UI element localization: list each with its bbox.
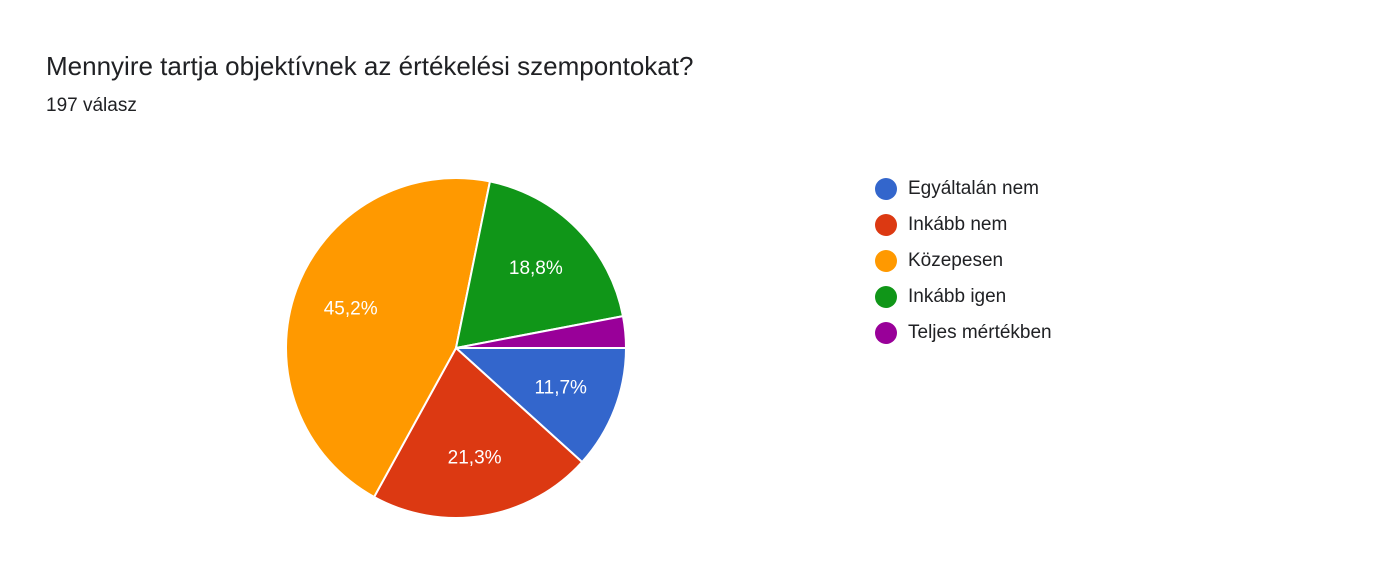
slice-label: 18,8% bbox=[509, 258, 563, 279]
pie-slice bbox=[454, 180, 625, 350]
chart-title: Mennyire tartja objektívnek az értékelés… bbox=[46, 51, 693, 81]
legend-swatch bbox=[875, 286, 897, 308]
legend-label: Egyáltalán nem bbox=[908, 178, 1039, 199]
pie-slice bbox=[285, 177, 492, 499]
pie-slice bbox=[372, 346, 584, 519]
legend-label: Közepesen bbox=[908, 250, 1003, 271]
legend-swatch bbox=[875, 178, 897, 200]
pie-slice bbox=[453, 347, 628, 464]
legend-swatch bbox=[875, 250, 897, 272]
legend-swatch bbox=[875, 322, 897, 344]
pie-slice bbox=[455, 314, 628, 349]
legend-label: Teljes mértékben bbox=[908, 322, 1052, 343]
legend-label: Inkább nem bbox=[908, 214, 1007, 235]
slice-label: 45,2% bbox=[324, 298, 378, 319]
slice-label: 21,3% bbox=[448, 448, 502, 469]
slice-label: 11,7% bbox=[534, 377, 587, 398]
legend-label: Inkább igen bbox=[908, 286, 1006, 307]
legend-swatch bbox=[875, 214, 897, 236]
chart-subtitle: 197 válasz bbox=[46, 95, 137, 116]
